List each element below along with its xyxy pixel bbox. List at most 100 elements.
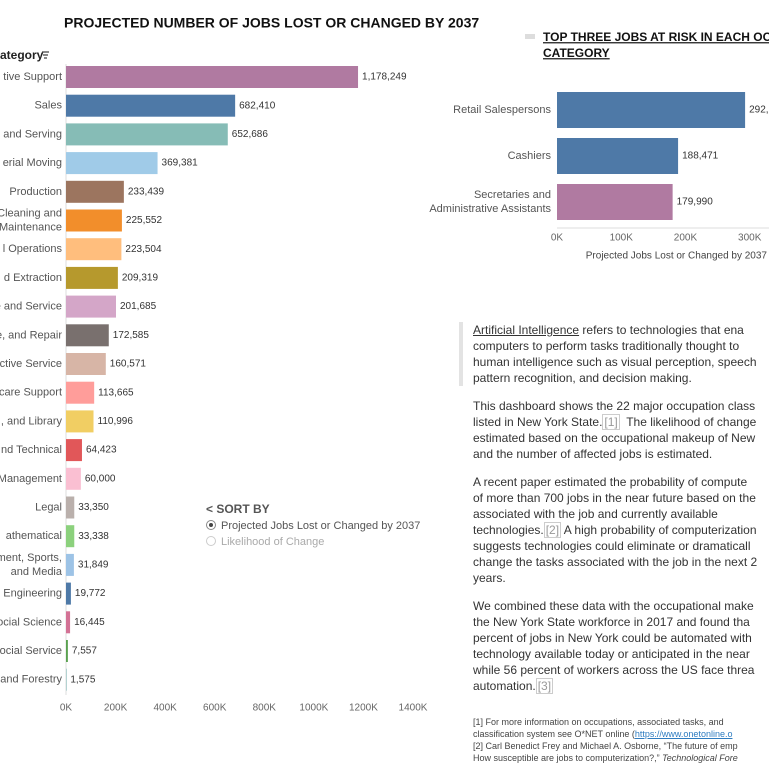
text-line: automation. [3] [473, 678, 769, 694]
sort-title[interactable]: < SORT BY [206, 502, 270, 516]
y-tick-label: Production [9, 186, 62, 198]
bar [66, 324, 109, 347]
sort-option[interactable]: Projected Jobs Lost or Changed by 2037 [206, 520, 420, 532]
text: associated with the job and currently av… [473, 507, 718, 521]
sort-options: Projected Jobs Lost or Changed by 2037 Li… [206, 520, 420, 548]
bar [66, 180, 124, 203]
y-tick-label: Cashiers [508, 150, 552, 162]
value-label: 64,423 [86, 445, 117, 456]
x-tick-label: 400K [153, 703, 177, 714]
y-tick-label: Sales [34, 100, 62, 112]
chart-title: TOP THREE JOBS AT RISK IN EACH OCCUP [543, 30, 769, 44]
text-line: [1] For more information on occupations,… [473, 716, 769, 728]
y-tick-label: erial Moving [3, 157, 62, 169]
quote-block: Artificial Intelligence refers to techno… [459, 322, 769, 386]
value-label: 113,665 [98, 387, 134, 398]
text-line: technologies. [2] A high probability of c… [473, 522, 769, 538]
text: [2] Carl Benedict Frey and Michael A. Os… [473, 741, 738, 751]
sort-option[interactable]: Likelihood of Change [206, 536, 420, 548]
value-label: 233,439 [128, 186, 165, 197]
value-label: 110,996 [98, 416, 134, 427]
value-label: 369,381 [162, 158, 199, 169]
link[interactable]: Artificial Intelligence [473, 323, 580, 337]
x-tick-label: 1000K [299, 703, 328, 714]
text-line: of more than 700 jobs in the near future… [473, 490, 769, 506]
text-line: years. [473, 570, 769, 586]
y-tick-label: ocial Science [0, 616, 62, 628]
option-label: Projected Jobs Lost or Changed by 2037 [221, 520, 421, 532]
text-line: and the number of affected jobs is estim… [473, 446, 769, 462]
value-label: 33,338 [78, 531, 109, 542]
y-tick-label: Legal [35, 501, 62, 513]
text-line: pattern recognition, and decision making… [473, 370, 769, 386]
footnote-ref[interactable]: [2] [543, 522, 562, 538]
x-axis-title: Projected Jobs Lost or Changed by 2037 [586, 251, 768, 262]
y-tick-label: Management [0, 473, 62, 485]
value-label: 209,319 [122, 273, 159, 284]
text-line: associated with the job and currently av… [473, 506, 769, 522]
x-tick-label: 0K [551, 233, 564, 244]
chart-title: CATEGORY [543, 46, 610, 60]
x-tick-label: 100K [610, 233, 634, 244]
bar [66, 525, 75, 548]
text: estimated based on the occupational make… [473, 431, 756, 445]
value-label: 179,990 [677, 197, 714, 208]
bar [66, 439, 82, 462]
y-tick-label: Secretaries and Administrative Assistants [429, 189, 551, 215]
value-label: 7,557 [72, 646, 97, 657]
bar [557, 138, 679, 174]
text: while 56 percent of workers across the U… [473, 663, 755, 677]
bar [66, 467, 81, 490]
bar [557, 184, 673, 220]
bar [66, 94, 236, 117]
footnotes: [1] For more information on occupations,… [473, 716, 769, 764]
text: change the tasks associated with the job… [473, 555, 758, 569]
text: refers to technologies that ena [579, 323, 744, 337]
text: human intelligence such as visual percep… [473, 355, 757, 369]
text: This dashboard shows the 22 major occupa… [473, 399, 756, 413]
text-line: computers to perform tasks traditionally… [473, 338, 769, 354]
x-tick-label: 200K [674, 233, 698, 244]
bar [66, 410, 94, 433]
text: suggests technologies could eliminate or… [473, 539, 751, 553]
x-tick-label: 300K [738, 233, 762, 244]
value-label: 60,000 [85, 473, 116, 484]
sort-control: < SORT BY Projected Jobs Lost or Changed… [206, 502, 420, 548]
text-line: technology available today or anticipate… [473, 646, 769, 662]
text: and the number of affected jobs is estim… [473, 447, 713, 461]
text-line: listed in New York State. [1] The likelih… [473, 414, 769, 430]
text: Technological Fore [662, 753, 738, 763]
x-tick-label: 600K [203, 703, 227, 714]
y-tick-label: athematical [6, 530, 62, 542]
value-label: 160,571 [110, 359, 147, 370]
x-tick-label: 1200K [349, 703, 378, 714]
value-label: 1,178,249 [362, 72, 407, 83]
y-tick-label: l Operations [3, 243, 63, 255]
text-line: How susceptible are jobs to computerizat… [473, 752, 769, 764]
value-label: 223,504 [125, 244, 162, 255]
value-label: 652,686 [232, 129, 269, 140]
bar [66, 553, 74, 576]
footnote-ref[interactable]: [3] [535, 678, 554, 694]
radio[interactable] [206, 520, 216, 530]
text: We combined these data with the occupati… [473, 599, 754, 613]
option-label: Likelihood of Change [221, 536, 325, 548]
text: https://www.onetonline.o [634, 729, 733, 739]
text: automation. [473, 679, 536, 693]
category-header: ategory [0, 48, 44, 62]
value-label: 172,585 [113, 330, 150, 341]
value-label: 292, [749, 105, 768, 116]
bar [66, 640, 68, 662]
separator [525, 34, 535, 39]
filter-icon[interactable] [42, 51, 49, 59]
text-line: classification system see O*NET online (… [473, 728, 769, 740]
text-line: estimated based on the occupational make… [473, 430, 769, 446]
value-label: 682,410 [239, 100, 276, 111]
text-line: the New York State workforce in 2017 and… [473, 614, 769, 630]
y-tick-label: , and Library [1, 415, 63, 427]
footnote-ref[interactable]: [1] [602, 414, 620, 430]
text: listed in New York State. [473, 415, 603, 429]
radio[interactable] [206, 536, 216, 546]
